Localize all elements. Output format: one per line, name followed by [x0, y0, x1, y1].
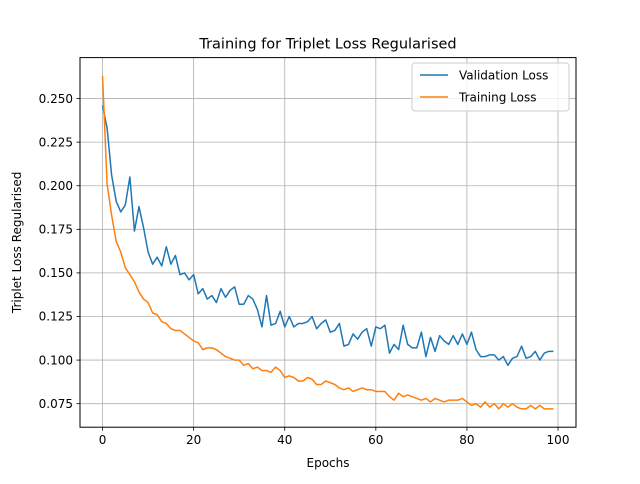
legend-box: [411, 62, 570, 112]
axis-ticks: 0 20 40 60 80 100 0.075 0.100 0.125 0.150 0.175 0.2…: [39, 92, 570, 447]
chart-title: Training for Triplet Loss Regularised: [198, 37, 456, 53]
y-tick-label: 0.175: [39, 223, 73, 237]
y-tick-label: 0.150: [39, 266, 73, 280]
legend-label-validation-loss: Validation Loss: [459, 69, 548, 83]
series-line-validation-loss: [101, 105, 554, 367]
y-axis-label: Triplet Loss Regularised: [10, 172, 24, 314]
series-lines: [101, 75, 554, 410]
legend: Validation Loss Training Loss: [411, 62, 570, 112]
grid: [80, 57, 576, 428]
y-tick-label: 0.225: [39, 135, 73, 149]
x-tick-label: 20: [186, 433, 201, 447]
x-tick-label: 80: [459, 433, 474, 447]
y-tick-label: 0.100: [39, 353, 73, 367]
y-tick-label: 0.250: [39, 92, 73, 106]
y-tick-label: 0.075: [39, 397, 73, 411]
x-tick-label: 100: [547, 433, 570, 447]
x-tick-label: 60: [368, 433, 383, 447]
x-tick-label: 0: [99, 433, 107, 447]
plot-area-frame: [79, 57, 577, 428]
y-tick-label: 0.200: [39, 179, 73, 193]
x-axis-label: Epochs: [307, 456, 350, 470]
y-tick-label: 0.125: [39, 310, 73, 324]
legend-label-training-loss: Training Loss: [458, 91, 536, 105]
series-line-training-loss: [101, 75, 554, 410]
x-tick-label: 40: [277, 433, 292, 447]
